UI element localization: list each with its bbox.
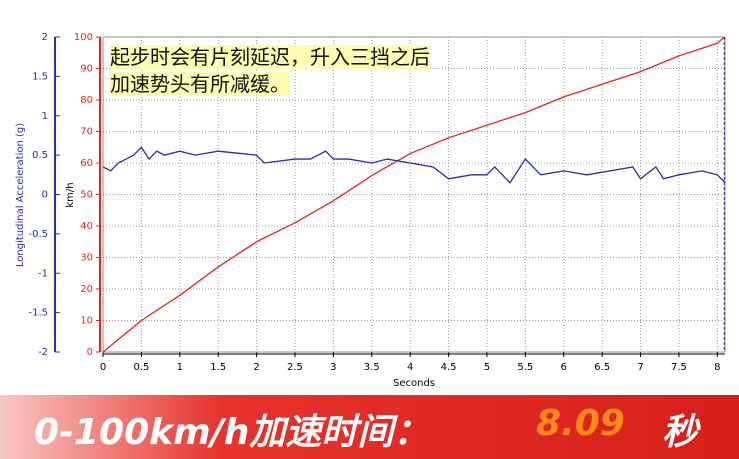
data-line: [102, 36, 725, 353]
x-tick-label: 7: [637, 362, 643, 373]
x-tick-label: 0.5: [133, 362, 149, 373]
y-tick-label: 0.5: [32, 150, 48, 161]
y2-tick-label: 60: [80, 158, 93, 169]
x-tick-label: 2: [253, 362, 259, 373]
x-tick-label: 1: [177, 362, 183, 373]
y2-tick-label: 40: [80, 221, 93, 232]
chart: Longitudinal Acceleration (g) km/h Secon…: [15, 32, 726, 389]
banner-unit: 秒: [662, 412, 699, 453]
x-tick-label: 7.5: [671, 362, 687, 373]
y-tick-label: -1.5: [28, 308, 48, 319]
x-tick-label: 1.5: [210, 362, 226, 373]
x-tick-label: 3: [330, 362, 336, 373]
banner: 0-100km/h加速时间： 8.09 秒: [0, 395, 739, 459]
y-tick-label: -1: [38, 268, 48, 279]
x-tick-label: 6.5: [594, 362, 610, 373]
banner-label: 0-100km/h加速时间：: [34, 412, 430, 453]
x-tick-label: 4.5: [441, 362, 457, 373]
x-tick-label: 2.5: [287, 362, 303, 373]
x-tick-label: 6: [561, 362, 567, 373]
annotation: 起步时会有片刻延迟，升入三挡之后 加速势头有所减缓。: [110, 44, 430, 98]
y-tick-label: 1.5: [32, 71, 48, 82]
y-tick-label: 0: [42, 190, 48, 201]
annotation-line: 起步时会有片刻延迟，升入三挡之后: [110, 45, 430, 69]
y2-tick-label: 100: [74, 32, 93, 43]
y2-tick-label: 10: [80, 316, 93, 327]
banner-value: 8.09: [536, 403, 625, 444]
y2-tick-label: 0: [87, 347, 93, 358]
y2-tick-label: 50: [80, 190, 93, 201]
x-tick-label: 3.5: [364, 362, 380, 373]
x-tick-label: 5: [484, 362, 490, 373]
y2-tick-label: 20: [80, 284, 93, 295]
y-tick-label: -2: [38, 347, 48, 358]
y-tick-label: 2: [42, 32, 48, 43]
y-axis-label: Longitudinal Acceleration (g): [15, 123, 26, 267]
y-tick-label: 1: [42, 111, 48, 122]
y2-tick-label: 80: [80, 95, 93, 106]
y2-tick-label: 70: [80, 127, 93, 138]
annotation-line: 加速势头有所减缓。: [110, 72, 290, 96]
x-tick-label: 4: [407, 362, 413, 373]
x-tick-label: 5.5: [517, 362, 533, 373]
y2-axis-label: km/h: [65, 182, 76, 207]
x-axis-label: Seconds: [393, 378, 435, 389]
x-tick-label: 0: [100, 362, 106, 373]
y-tick-label: -0.5: [28, 229, 48, 240]
y2-tick-label: 30: [80, 253, 93, 264]
x-tick-label: 8: [714, 362, 720, 373]
data-line: [102, 146, 726, 184]
y2-tick-label: 90: [80, 64, 93, 75]
